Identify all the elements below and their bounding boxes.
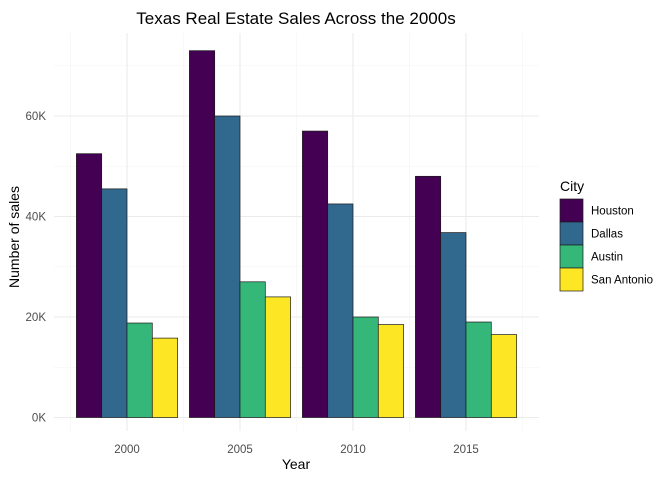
y-tick-label: 0K — [32, 413, 46, 425]
legend-swatch-san-antonio — [559, 267, 584, 292]
legend-label: Austin — [591, 252, 623, 264]
bars — [76, 50, 517, 418]
bar-houston-2015 — [415, 175, 442, 418]
bar-dallas-2010 — [327, 203, 354, 418]
legend-label: Dallas — [591, 229, 623, 241]
bar-san-antonio-2005 — [264, 296, 291, 418]
axis-ticks: 0K 20K 40K 60K 2000 2005 2010 2015 — [26, 111, 479, 456]
x-tick-label: 2000 — [114, 444, 140, 456]
x-tick-label: 2010 — [340, 444, 366, 456]
chart-title: Texas Real Estate Sales Across the 2000s — [136, 9, 455, 28]
bar-houston-2010 — [302, 130, 329, 418]
bar-austin-2010 — [352, 316, 379, 418]
bar-dallas-2015 — [440, 232, 467, 418]
bar-dallas-2005 — [214, 115, 241, 418]
bar-san-antonio-2000 — [151, 337, 178, 418]
bar-houston-2000 — [76, 153, 103, 418]
bar-austin-2000 — [126, 322, 153, 418]
x-tick-label: 2015 — [453, 444, 479, 456]
y-tick-label: 20K — [26, 312, 47, 324]
y-axis-title: Number of sales — [6, 186, 22, 288]
legend-label: San Antonio — [591, 275, 653, 287]
legend-swatch-austin — [559, 244, 584, 269]
x-axis-title: Year — [282, 456, 311, 472]
x-tick-label: 2005 — [227, 444, 253, 456]
bar-austin-2005 — [239, 281, 266, 418]
bar-san-antonio-2010 — [377, 324, 404, 418]
legend-label: Houston — [591, 206, 634, 218]
bar-dallas-2000 — [101, 188, 128, 418]
legend-swatch-houston — [559, 198, 584, 223]
legend-title: City — [560, 178, 584, 194]
legend: City Houston Dallas Austin San Antonio — [559, 178, 653, 292]
legend-swatch-dallas — [559, 221, 584, 246]
bar-austin-2015 — [465, 321, 492, 418]
y-tick-label: 40K — [26, 212, 47, 224]
bar-san-antonio-2015 — [490, 334, 517, 418]
bar-houston-2005 — [189, 50, 216, 418]
y-tick-label: 60K — [26, 111, 47, 123]
